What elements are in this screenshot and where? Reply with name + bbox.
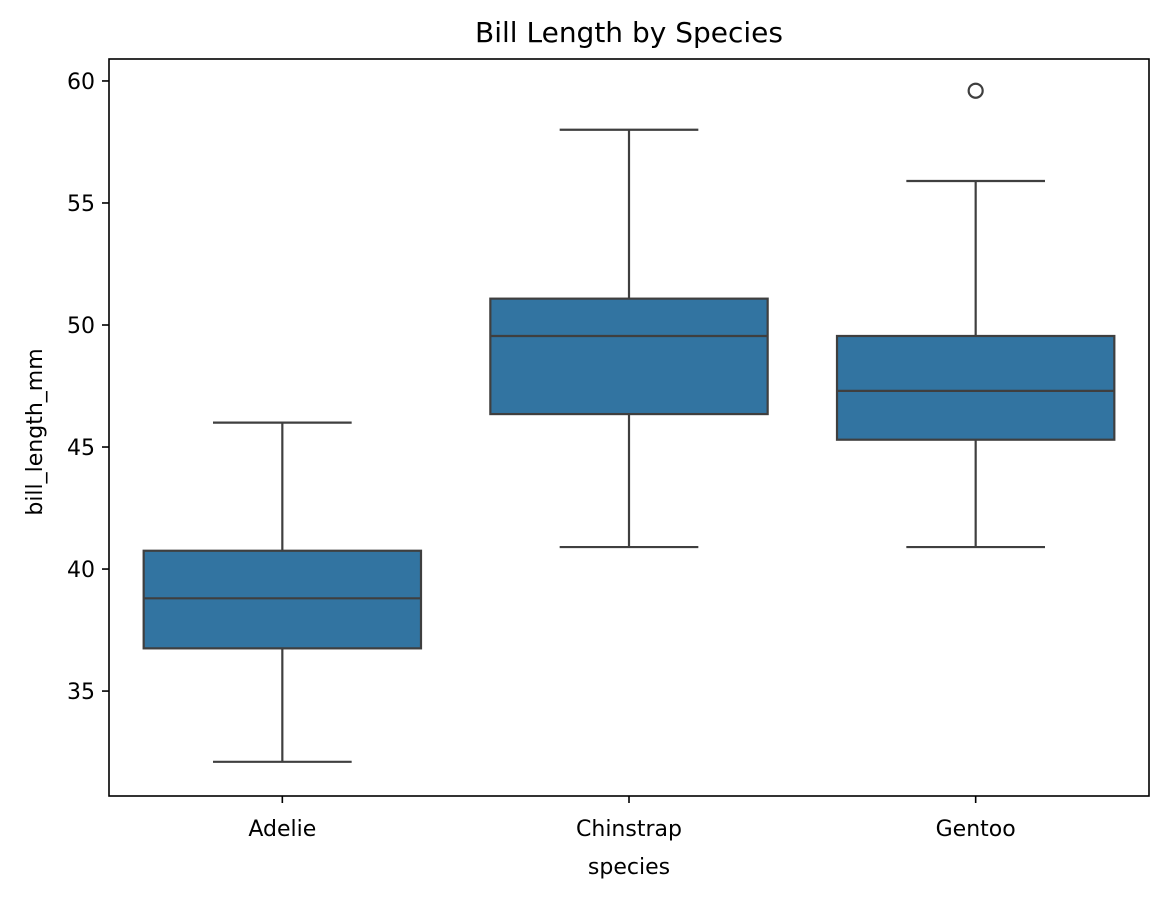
box-group-gentoo [835, 82, 1116, 549]
iqr-box [142, 549, 423, 650]
y-tick-label: 35 [67, 680, 95, 705]
x-axis-label: species [588, 855, 670, 880]
iqr-box [489, 297, 769, 416]
box-group-chinstrap [489, 128, 769, 549]
y-tick-label: 55 [67, 192, 95, 217]
y-tick-label: 60 [67, 70, 95, 95]
y-axis-label: bill_length_mm [23, 348, 48, 515]
x-tick-label: Gentoo [936, 817, 1016, 842]
box-group-adelie [142, 421, 423, 763]
x-tick-label: Adelie [248, 817, 316, 842]
y-tick-label: 40 [67, 558, 95, 583]
x-axis: Adelie Chinstrap Gentoo [248, 796, 1016, 842]
chart-title: Bill Length by Species [475, 16, 783, 49]
y-tick-label: 45 [67, 436, 95, 461]
boxes-layer [142, 82, 1116, 763]
x-tick-label: Chinstrap [576, 817, 682, 842]
y-axis: 35 40 45 50 55 60 [67, 70, 109, 705]
iqr-box [835, 334, 1116, 441]
outlier-point [967, 82, 984, 99]
y-tick-label: 50 [67, 314, 95, 339]
